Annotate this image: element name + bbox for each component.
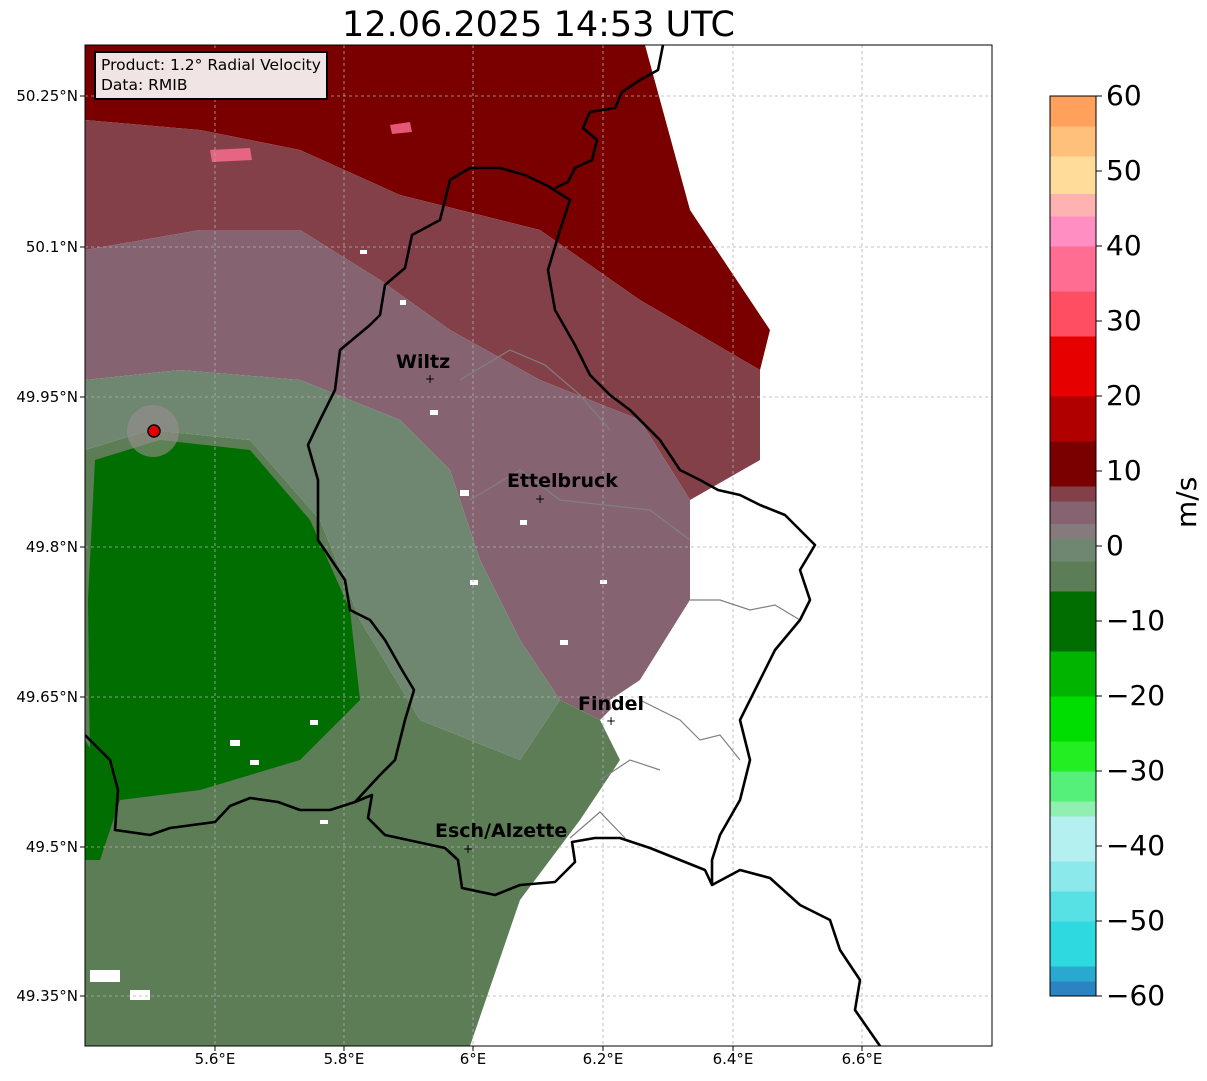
lon-tick-label: 5.8°E xyxy=(323,1050,365,1068)
map-frame xyxy=(84,44,993,1047)
colorbar-band xyxy=(1050,771,1096,802)
velocity-inbound-green-west xyxy=(85,740,120,860)
colorbar-tick-label: −50 xyxy=(1106,904,1166,937)
colorbar-tick-label: 30 xyxy=(1106,304,1142,337)
lon-tick-label: 6.4°E xyxy=(712,1050,754,1068)
city-marker-findel: + xyxy=(606,714,616,728)
lat-tick-label: 49.8°N xyxy=(25,538,78,556)
colorbar-tick-label: −10 xyxy=(1106,604,1166,637)
city-marker-wiltz: + xyxy=(425,372,435,386)
lon-tick-label: 6.6°E xyxy=(841,1050,883,1068)
city-label-findel: Findel xyxy=(578,693,645,715)
colorbar-band xyxy=(1050,966,1096,982)
colorbar-tick-label: 60 xyxy=(1106,79,1142,112)
colorbar-band xyxy=(1050,156,1096,194)
colorbar-band xyxy=(1050,591,1096,652)
lon-tick-label: 6.2°E xyxy=(582,1050,624,1068)
city-label-esch: Esch/Alzette xyxy=(435,820,568,842)
colorbar-band xyxy=(1050,651,1096,697)
colorbar-tick-label: −60 xyxy=(1106,979,1166,1012)
colorbar-band xyxy=(1050,538,1096,562)
colorbar-ticks xyxy=(1096,95,1102,997)
lon-tick-label: 6°E xyxy=(459,1050,487,1068)
velocity-field xyxy=(85,45,820,1046)
data-gaps xyxy=(90,250,607,1000)
colorbar xyxy=(1050,96,1096,997)
product-label: Product: 1.2° Radial Velocity xyxy=(101,56,321,74)
colorbar-tick-label: 20 xyxy=(1106,379,1142,412)
lat-tick-label: 49.95°N xyxy=(16,388,78,406)
no-echo-area xyxy=(590,500,820,880)
lat-tick-label: 49.65°N xyxy=(16,688,78,706)
colorbar-band xyxy=(1050,981,1096,997)
velocity-outbound-mauve xyxy=(85,230,690,720)
colorbar-band xyxy=(1050,336,1096,397)
colorbar-band xyxy=(1050,126,1096,157)
velocity-inbound-green xyxy=(88,440,360,800)
colorbar-band xyxy=(1050,291,1096,337)
country-borders xyxy=(85,45,882,1046)
colorbar-tick-label: 0 xyxy=(1106,529,1124,562)
city-markers: + + + + xyxy=(425,372,616,856)
colorbar-band xyxy=(1050,816,1096,862)
colorbar-band xyxy=(1050,741,1096,772)
colorbar-tick-label: −40 xyxy=(1106,829,1166,862)
city-label-wiltz: Wiltz xyxy=(396,351,451,373)
moselle-border xyxy=(711,868,882,1046)
data-source-label: Data: RMIB xyxy=(101,76,188,94)
velocity-outbound-dark-red xyxy=(85,45,770,370)
colorbar-band xyxy=(1050,921,1096,967)
lat-tick-label: 50.25°N xyxy=(16,87,78,105)
velocity-pink-speckle xyxy=(210,122,412,162)
axis-ticks xyxy=(80,95,863,1051)
colorbar-band xyxy=(1050,696,1096,742)
colorbar-tick-label: 10 xyxy=(1106,454,1142,487)
colorbar-band xyxy=(1050,396,1096,442)
map-title: 12.06.2025 14:53 UTC xyxy=(342,5,735,45)
city-marker-esch: + xyxy=(463,842,473,856)
graticule xyxy=(85,45,992,1046)
colorbar-unit-label: m/s xyxy=(1170,476,1203,528)
colorbar-band xyxy=(1050,486,1096,502)
colorbar-tick-label: −30 xyxy=(1106,754,1166,787)
germany-border xyxy=(554,45,665,190)
lon-tick-label: 5.6°E xyxy=(194,1050,236,1068)
colorbar-band xyxy=(1050,246,1096,292)
velocity-outbound-brown xyxy=(85,120,760,500)
lat-tick-label: 50.1°N xyxy=(25,238,78,256)
colorbar-band xyxy=(1050,441,1096,487)
colorbar-band xyxy=(1050,861,1096,892)
colorbar-band xyxy=(1050,216,1096,247)
city-marker-ettelbruck: + xyxy=(535,492,545,506)
city-label-ettelbruck: Ettelbruck xyxy=(507,470,618,492)
france-border xyxy=(85,734,356,837)
colorbar-band xyxy=(1050,501,1096,524)
colorbar-tick-label: 50 xyxy=(1106,154,1142,187)
colorbar-band xyxy=(1050,561,1096,592)
lat-tick-label: 49.35°N xyxy=(16,987,78,1005)
lat-tick-label: 49.5°N xyxy=(25,838,78,856)
colorbar-band xyxy=(1050,523,1096,539)
colorbar-band xyxy=(1050,801,1096,817)
colorbar-band xyxy=(1050,891,1096,922)
colorbar-band xyxy=(1050,96,1096,127)
product-info-box: Product: 1.2° Radial Velocity Data: RMIB xyxy=(94,51,328,100)
canton-boundaries xyxy=(459,349,801,839)
colorbar-tick-label: 40 xyxy=(1106,229,1142,262)
radar-site-marker xyxy=(147,424,161,438)
colorbar-band xyxy=(1050,193,1096,217)
colorbar-tick-label: −20 xyxy=(1106,679,1166,712)
velocity-near-zero-grey xyxy=(85,370,560,760)
luxembourg-border xyxy=(306,166,817,897)
